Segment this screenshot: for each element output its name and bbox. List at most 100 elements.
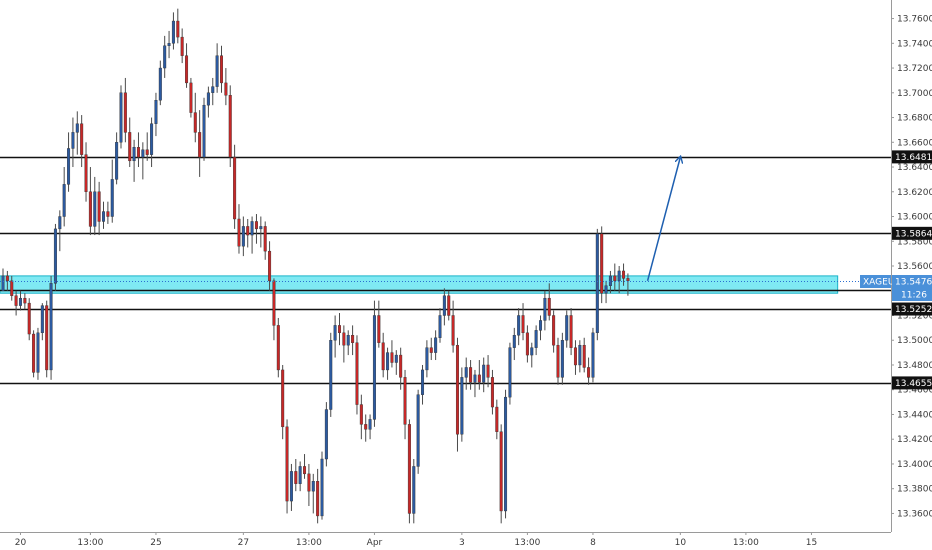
- candle-body: [198, 132, 202, 158]
- candle-body: [110, 179, 114, 217]
- candle-body: [591, 332, 595, 378]
- x-tick-label: Apr: [367, 538, 383, 548]
- candle-body: [499, 431, 503, 512]
- candle-body: [556, 344, 560, 378]
- candle-body: [324, 409, 328, 460]
- candle-body: [364, 424, 368, 430]
- y-tick-label: 13.56000: [897, 262, 932, 272]
- candle-body: [390, 352, 394, 363]
- candle-body: [307, 473, 311, 492]
- candle-body: [425, 347, 429, 371]
- candle-body: [219, 55, 223, 84]
- candle-body: [263, 226, 267, 252]
- candle-body: [346, 335, 350, 346]
- candle-body: [329, 340, 333, 410]
- candle-body: [495, 406, 499, 432]
- candle-body: [460, 377, 464, 435]
- candle-body: [14, 295, 18, 306]
- countdown-tag-text: 11:26: [901, 291, 927, 301]
- candle-body: [381, 342, 385, 371]
- candle-body: [617, 270, 621, 282]
- candle-body: [451, 315, 455, 346]
- candle-body: [595, 233, 599, 334]
- candle-body: [163, 45, 167, 69]
- candle-body: [294, 471, 298, 484]
- candle-body: [10, 280, 14, 296]
- candle-body: [88, 191, 92, 227]
- symbol-tag: [860, 275, 891, 288]
- y-tick-label: 13.52000: [897, 311, 932, 321]
- candle-body: [587, 367, 591, 378]
- y-tick-label: 13.42000: [897, 435, 932, 445]
- candle-body: [377, 315, 381, 343]
- level-price-tag-text: 13.46550: [895, 379, 932, 389]
- candle-body: [27, 302, 31, 335]
- candle-body: [416, 394, 420, 467]
- candle-body: [128, 132, 132, 162]
- candle-body: [84, 154, 88, 192]
- candle-body: [412, 466, 416, 514]
- candle-body: [490, 377, 494, 408]
- candle-body: [289, 471, 293, 502]
- candle-body: [477, 374, 481, 383]
- level-price-tag: [892, 150, 932, 164]
- x-tick-label: 10: [675, 538, 687, 548]
- candle-body: [285, 426, 289, 502]
- candle-body: [80, 123, 84, 155]
- y-tick-label: 13.48000: [897, 361, 932, 371]
- candle-body: [442, 295, 446, 316]
- candle-body: [530, 347, 534, 356]
- candle-body: [547, 297, 551, 316]
- candle-body: [342, 332, 346, 346]
- candle-body: [268, 250, 272, 282]
- candle-body: [394, 354, 398, 363]
- x-tick-label: 8: [590, 538, 596, 548]
- candle-body: [202, 104, 206, 158]
- candle-body: [455, 344, 459, 435]
- y-tick-label: 13.62000: [897, 188, 932, 198]
- candle-body: [62, 184, 66, 217]
- candle-body: [399, 354, 403, 378]
- candle-body: [464, 367, 468, 378]
- candle-body: [167, 43, 171, 46]
- candle-body: [421, 369, 425, 395]
- candle-body: [5, 275, 9, 282]
- candle-body: [604, 285, 608, 294]
- candle-body: [560, 340, 564, 378]
- y-tick-label: 13.58000: [897, 237, 932, 247]
- candle-body: [543, 297, 547, 321]
- candle-body: [517, 315, 521, 336]
- candle-body: [469, 367, 473, 383]
- y-tick-label: 13.74000: [897, 39, 932, 49]
- candle-body: [53, 228, 57, 284]
- candle-body: [254, 221, 258, 230]
- candle-body: [521, 315, 525, 334]
- candle-body: [272, 280, 276, 326]
- candle-body: [193, 112, 197, 133]
- candle-body: [372, 315, 376, 420]
- candle-body: [534, 330, 538, 348]
- candle-body: [303, 466, 307, 475]
- candle-body: [71, 132, 75, 149]
- candle-body: [123, 92, 127, 133]
- candle-body: [75, 123, 79, 133]
- last-price-tag-text: 13.54764: [895, 278, 932, 288]
- projection-arrow[interactable]: [646, 157, 681, 282]
- y-tick-label: 13.70000: [897, 89, 932, 99]
- candle-body: [608, 275, 612, 286]
- candle-body: [434, 337, 438, 353]
- candle-body: [49, 283, 53, 371]
- candle-body: [224, 82, 228, 96]
- candle-body: [132, 147, 136, 162]
- x-tick-label: 20: [15, 538, 27, 548]
- candle-body: [368, 419, 372, 430]
- candle-body: [185, 55, 189, 84]
- x-tick-label: 13:00: [733, 538, 759, 548]
- candle-body: [622, 270, 626, 279]
- candle-body: [351, 335, 355, 343]
- candle-body: [158, 67, 162, 101]
- candle-body: [206, 92, 210, 106]
